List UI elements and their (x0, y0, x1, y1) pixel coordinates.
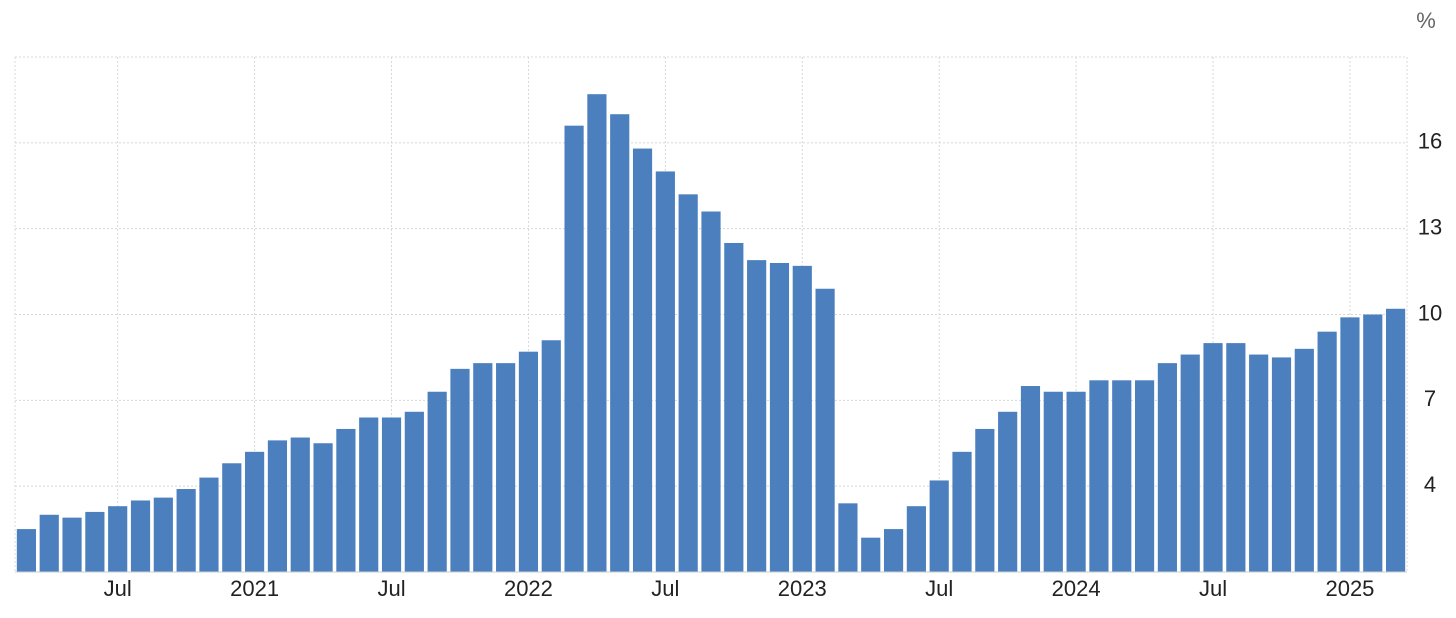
bar (610, 114, 630, 572)
y-tick-label: 10 (1418, 300, 1442, 325)
bar (541, 340, 561, 572)
bar (747, 260, 767, 572)
x-tick-label: Jul (651, 576, 679, 601)
y-tick-label: 7 (1424, 386, 1436, 411)
bar (496, 363, 516, 572)
bar (815, 288, 835, 572)
unit-label: % (1416, 8, 1436, 33)
bar (404, 411, 424, 572)
bar (1249, 354, 1269, 572)
y-tick-label: 16 (1418, 129, 1442, 154)
x-tick-label: 2024 (1052, 576, 1101, 601)
bar (176, 489, 196, 572)
bar (1066, 391, 1086, 572)
bar (1363, 314, 1383, 572)
bar (792, 265, 812, 572)
bar (85, 511, 105, 572)
bar (769, 263, 790, 572)
bar (290, 437, 310, 572)
bar (199, 477, 219, 572)
bar (587, 94, 607, 572)
bar (518, 351, 539, 572)
bar (929, 480, 949, 572)
x-tick-label: 2021 (230, 576, 279, 601)
bar (108, 506, 128, 572)
bar (359, 417, 379, 572)
bar (1340, 317, 1360, 572)
x-tick-label: Jul (377, 576, 405, 601)
bar (1020, 386, 1041, 572)
bar (336, 428, 356, 572)
bar (153, 497, 173, 572)
bar (701, 211, 721, 572)
bar (838, 503, 858, 572)
bar (1226, 343, 1246, 572)
x-tick-label: 2022 (504, 576, 553, 601)
bar (906, 506, 926, 572)
bar (1157, 363, 1177, 572)
y-tick-label: 4 (1424, 472, 1436, 497)
bar (222, 463, 242, 572)
bar (655, 171, 675, 572)
bar (724, 242, 744, 572)
bar (1089, 380, 1109, 572)
x-tick-label: 2023 (778, 576, 827, 601)
bar (1294, 348, 1314, 572)
bar (975, 428, 995, 572)
y-tick-label: 13 (1418, 214, 1442, 239)
bar (450, 368, 470, 572)
bar (381, 417, 402, 572)
bar (1112, 380, 1132, 572)
x-tick-label: Jul (1199, 576, 1227, 601)
bar (427, 391, 447, 572)
x-tick-label: Jul (925, 576, 953, 601)
bar (861, 537, 881, 572)
x-tick-label: 2025 (1325, 576, 1374, 601)
bar (632, 148, 653, 573)
x-tick-label: Jul (104, 576, 132, 601)
bar (16, 529, 36, 572)
bar (678, 194, 698, 573)
bar (1386, 308, 1406, 572)
bar (1203, 343, 1223, 572)
bar (39, 514, 59, 572)
bar (998, 411, 1018, 572)
bar (1180, 354, 1200, 572)
bar (130, 500, 151, 572)
bar (883, 529, 904, 572)
bar (62, 517, 82, 572)
bar (952, 451, 972, 572)
bar (313, 443, 333, 572)
bar (1271, 357, 1292, 572)
bar (1043, 391, 1063, 572)
bar (267, 440, 288, 572)
bar (1317, 331, 1337, 572)
bar (564, 125, 584, 573)
bar (473, 363, 493, 572)
bar (245, 451, 265, 572)
bar (1134, 380, 1155, 572)
